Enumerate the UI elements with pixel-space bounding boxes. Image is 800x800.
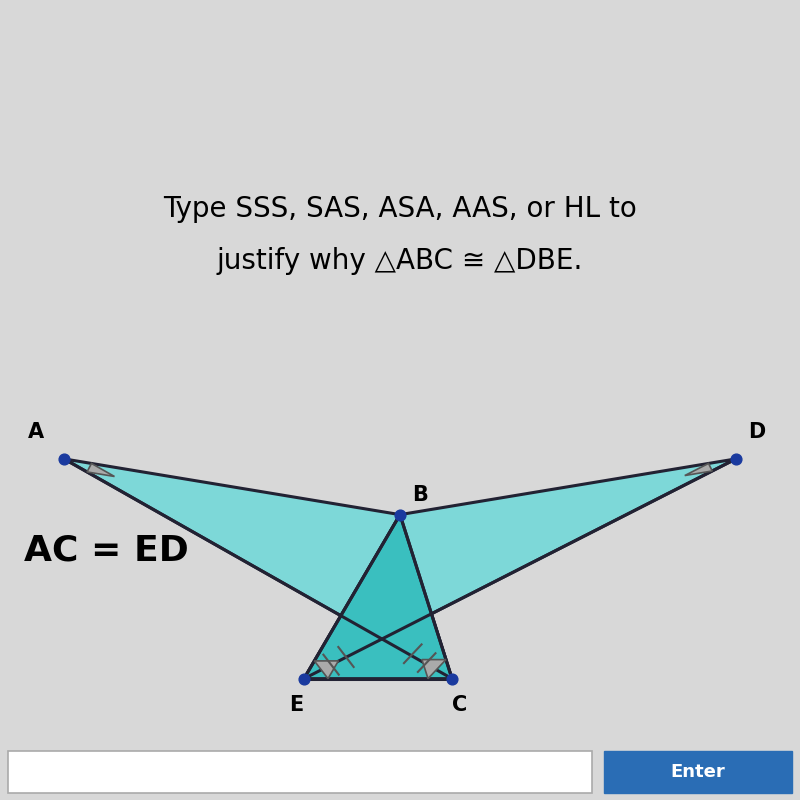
Text: Enter: Enter: [670, 762, 725, 781]
Text: A: A: [28, 422, 44, 442]
Text: C: C: [452, 695, 468, 715]
FancyBboxPatch shape: [8, 750, 592, 794]
Point: [394, 508, 406, 521]
Text: E: E: [289, 695, 303, 715]
Polygon shape: [64, 459, 452, 678]
Point: [298, 672, 310, 685]
Polygon shape: [422, 659, 446, 678]
Text: Type SSS, SAS, ASA, AAS, or HL to: Type SSS, SAS, ASA, AAS, or HL to: [163, 194, 637, 222]
Polygon shape: [685, 463, 712, 475]
FancyBboxPatch shape: [604, 750, 792, 794]
Text: justify why △ABC ≅ △DBE.: justify why △ABC ≅ △DBE.: [217, 247, 583, 275]
Text: AC = ED: AC = ED: [24, 534, 189, 568]
Text: B: B: [412, 485, 428, 505]
Polygon shape: [304, 514, 452, 678]
Point: [446, 672, 458, 685]
Polygon shape: [314, 661, 338, 678]
Text: D: D: [748, 422, 766, 442]
Point: [58, 453, 70, 466]
Polygon shape: [87, 463, 114, 477]
Point: [730, 453, 742, 466]
Polygon shape: [304, 459, 736, 678]
